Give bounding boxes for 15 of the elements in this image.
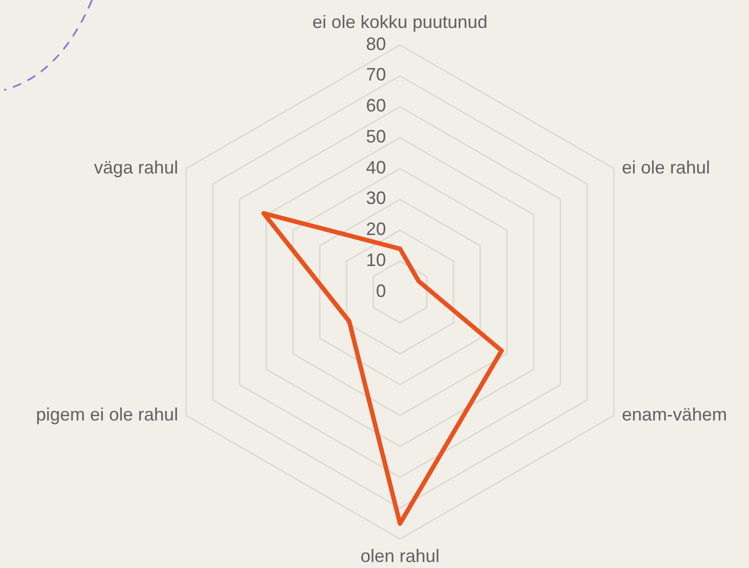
- spoke-label: ei ole kokku puutunud: [312, 12, 488, 32]
- y-tick-label: 70: [366, 64, 386, 85]
- y-tick-label: 10: [366, 250, 386, 270]
- spoke-label: väga rahul: [94, 157, 178, 178]
- y-tick-label: 80: [366, 34, 386, 54]
- y-tick-label: 60: [366, 96, 386, 116]
- spoke-label: pigem ei ole rahul: [36, 404, 178, 424]
- y-tick-label: 50: [366, 126, 386, 146]
- y-tick-label: 20: [366, 219, 386, 239]
- y-tick-label: 0: [376, 280, 386, 301]
- spoke-label: olen rahul: [360, 546, 440, 566]
- y-tick-label: 40: [366, 157, 386, 178]
- spoke-label: ei ole rahul: [622, 157, 710, 178]
- spoke-label: enam-vähem: [622, 404, 727, 424]
- y-tick-label: 30: [366, 188, 386, 208]
